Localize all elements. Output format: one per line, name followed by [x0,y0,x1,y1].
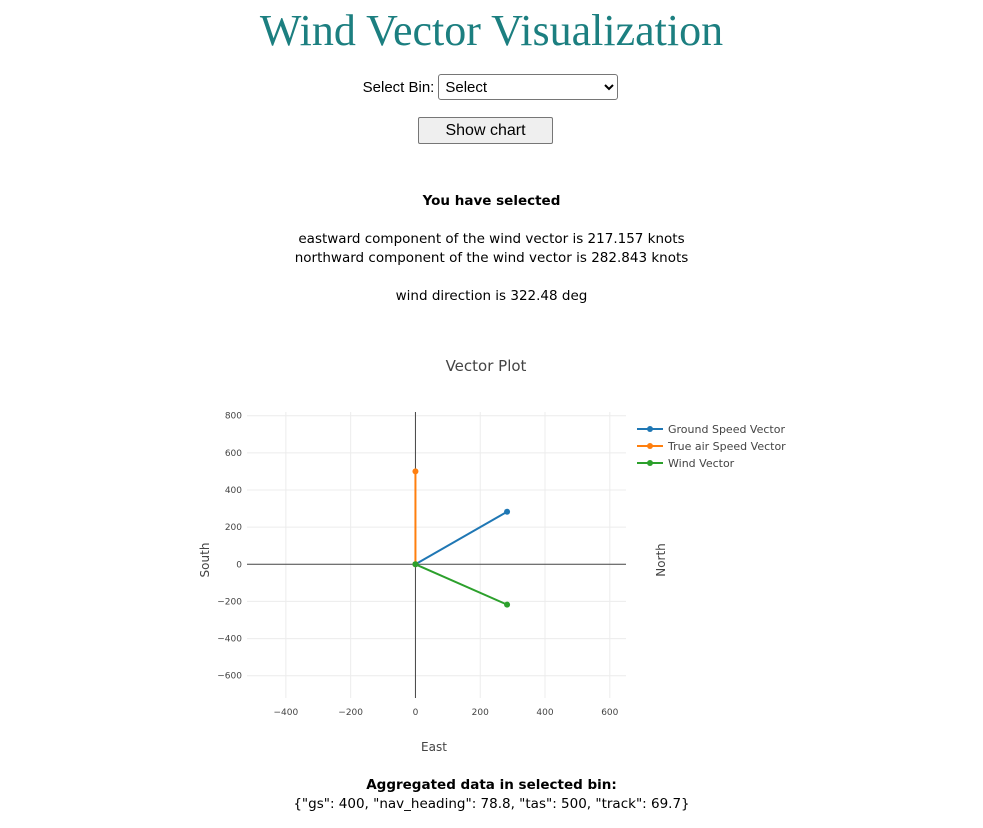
y-tick-label: 600 [225,449,242,459]
legend-marker-true-air-speed-vector [647,443,653,449]
y-tick-label: −600 [217,672,242,682]
x-tick-label: −400 [274,708,299,718]
bin-select-label: Select Bin: [362,78,435,96]
y-tick-label: 800 [225,412,242,422]
axis-layer [247,412,626,698]
show-chart-button[interactable]: Show chart [418,117,553,144]
true-air-speed-vector-point [412,468,419,475]
grid-layer [247,412,626,698]
bin-selector-row: Select Bin: Select [0,74,983,100]
x-tick-label: 600 [601,708,618,718]
aggregate-heading: Aggregated data in selected bin: [366,777,617,793]
ground-speed-vector-point [504,508,511,515]
y-axis-label: South [198,543,212,578]
x-tick-label: 400 [536,708,553,718]
legend-marker-ground-speed-vector [647,426,653,432]
x-tick-label: 0 [413,708,419,718]
chart-title: Vector Plot [446,357,527,375]
aggregate-json-text: {"gs": 400, "nav_heading": 78.8, "tas": … [293,796,690,812]
ground-speed-vector-line [414,510,508,566]
x-tick-label: −200 [338,708,363,718]
tick-labels: −400 −200 0 200 400 600 −600 −400 −200 0 200 400 600… [217,412,618,718]
wind-vector-point [504,601,511,608]
series-layer [412,468,511,608]
y-tick-label: −400 [217,635,242,645]
selection-heading: You have selected [422,193,561,209]
legend-label-wind-vector: Wind Vector [668,457,735,470]
legend-marker-wind-vector [647,460,653,466]
legend-label-ground-speed-vector: Ground Speed Vector [668,423,785,436]
bin-select[interactable]: Select [438,74,619,100]
vector-plot: Vector Plot −400 −200 0 200 400 600 −600 −400 −2… [198,357,786,754]
legend-label-true-air-speed-vector: True air Speed Vector [667,440,786,453]
legend: Ground Speed Vector True air Speed Vector… [637,423,786,470]
east-component-text: eastward component of the wind vector is… [298,231,685,247]
wind-vector-line [415,563,508,606]
y-tick-label: 400 [225,486,242,496]
north-component-text: northward component of the wind vector i… [294,250,689,266]
y-tick-label: −200 [217,597,242,607]
y-tick-label: 200 [225,523,242,533]
x-axis-label: East [421,740,447,754]
wind-direction-text: wind direction is 322.48 deg [395,288,588,304]
y-tick-label: 0 [236,560,242,570]
y2-axis-label: North [654,543,668,577]
wind-vector-point [412,561,419,568]
x-tick-label: 200 [472,708,489,718]
page-title: Wind Vector Visualization [259,6,724,55]
